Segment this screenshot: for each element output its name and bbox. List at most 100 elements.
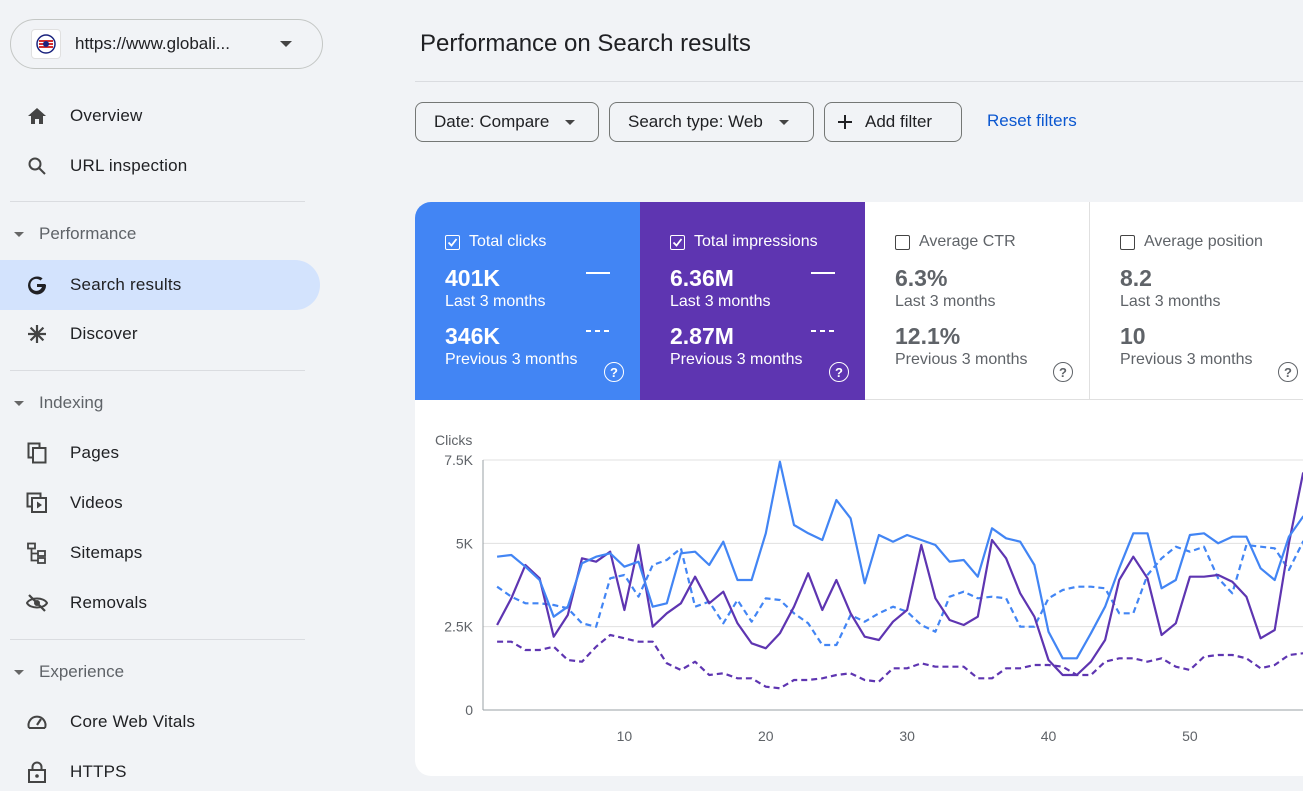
y-tick-label: 5K [456,535,474,551]
metric-label: Total clicks [469,233,547,250]
metric-current-period: Last 3 months [670,293,771,310]
clicks-previous-line [496,540,1303,647]
y-tick-label: 7.5K [444,452,473,468]
section-indexing-label: Indexing [39,393,104,412]
metric-previous-value: 346K [445,323,500,349]
metric-average-position[interactable]: Average position 8.2 Last 3 months 10 Pr… [1090,202,1303,400]
divider [415,81,1303,82]
caret-down-icon [14,231,24,237]
dashed-line-legend-icon [586,330,610,332]
date-filter-chip[interactable]: Date: Compare [415,102,599,142]
property-selector[interactable]: https://www.globali... [10,19,323,69]
impressions-current-line [496,472,1303,677]
dashed-line-legend-icon [811,330,835,332]
nav-pages-label: Pages [70,443,120,462]
sitemap-icon [25,541,49,565]
metric-label: Average position [1144,233,1263,250]
gauge-icon [25,710,49,734]
property-url: https://www.globali... [75,34,230,53]
pages-icon [25,441,49,465]
dropdown-arrow-icon [565,119,576,125]
eye-off-icon [25,591,49,615]
caret-down-icon [14,400,24,406]
nav-pages[interactable]: Pages [0,428,320,478]
checkbox-checked-icon[interactable] [670,234,685,250]
page-title: Performance on Search results [420,30,751,57]
nav-sitemaps[interactable]: Sitemaps [0,528,320,578]
y-tick-label: 2.5K [444,619,473,635]
metric-current-period: Last 3 months [895,293,996,310]
divider [10,201,305,202]
search-icon [25,154,49,178]
date-filter-label: Date: Compare [434,112,550,131]
divider [10,370,305,371]
impressions-previous-line [497,633,1303,690]
nav-search-results[interactable]: Search results [0,260,320,310]
asterisk-icon [25,322,49,346]
nav-https[interactable]: HTTPS [0,747,320,791]
metric-previous-value: 12.1% [895,323,961,349]
x-tick-label: 30 [899,728,915,744]
metric-current-value: 8.2 [1120,265,1152,291]
metric-current-period: Last 3 months [445,293,546,310]
checkbox-unchecked-icon[interactable] [895,234,910,250]
metric-previous-period: Previous 3 months [1120,351,1253,368]
home-icon [25,104,49,128]
nav-discover[interactable]: Discover [0,309,320,359]
help-icon[interactable]: ? [604,362,624,382]
nav-videos[interactable]: Videos [0,478,320,528]
metric-total-impressions[interactable]: Total impressions 6.36M Last 3 months 2.… [640,202,865,400]
nav-core-web-vitals-label: Core Web Vitals [70,712,196,731]
video-icon [25,491,49,515]
metric-previous-value: 10 [1120,323,1146,349]
dropdown-arrow-icon [778,119,789,125]
nav-overview[interactable]: Overview [0,91,320,141]
section-performance[interactable]: Performance [14,219,136,249]
metric-current-period: Last 3 months [1120,293,1221,310]
metric-previous-period: Previous 3 months [895,351,1028,368]
google-g-icon [25,273,49,297]
metric-label: Total impressions [694,233,818,250]
nav-removals[interactable]: Removals [0,578,320,628]
metric-previous-value: 2.87M [670,323,734,349]
search-type-chip[interactable]: Search type: Web [609,102,814,142]
nav-url-inspection-label: URL inspection [70,156,188,175]
section-experience[interactable]: Experience [14,657,124,687]
reset-filters-link[interactable]: Reset filters [987,111,1077,130]
site-favicon-icon [31,29,61,59]
x-tick-label: 50 [1182,728,1198,744]
metric-total-clicks[interactable]: Total clicks 401K Last 3 months 346K Pre… [415,202,640,400]
nav-videos-label: Videos [70,493,123,512]
nav-url-inspection[interactable]: URL inspection [0,141,320,191]
plus-icon [837,114,853,130]
nav-sitemaps-label: Sitemaps [70,543,143,562]
help-icon[interactable]: ? [1053,362,1073,382]
add-filter-button[interactable]: Add filter [824,102,962,142]
nav-discover-label: Discover [70,324,138,343]
checkbox-unchecked-icon[interactable] [1120,234,1135,250]
nav-overview-label: Overview [70,106,143,125]
lock-icon [25,760,49,784]
section-experience-label: Experience [39,662,125,681]
help-icon[interactable]: ? [1278,362,1298,382]
x-tick-label: 40 [1041,728,1057,744]
solid-line-legend-icon [811,272,835,274]
add-filter-label: Add filter [865,112,933,131]
section-indexing[interactable]: Indexing [14,388,103,418]
metric-average-ctr[interactable]: Average CTR 6.3% Last 3 months 12.1% Pre… [865,202,1090,400]
nav-core-web-vitals[interactable]: Core Web Vitals [0,697,320,747]
chevron-down-icon [280,41,292,47]
help-icon[interactable]: ? [829,362,849,382]
clicks-current-line [496,460,1303,660]
y-axis-label: Clicks [435,432,472,448]
y-tick-label: 0 [465,702,473,718]
metric-current-value: 6.3% [895,265,948,291]
sidebar: https://www.globali... Overview URL insp… [0,0,330,791]
x-tick-label: 10 [617,728,633,744]
x-tick-label: 20 [758,728,774,744]
caret-down-icon [14,669,24,675]
performance-chart: Clicks 7.5K 5K 2.5K 0 10 20 30 40 50 [435,432,1303,744]
metric-current-value: 401K [445,265,500,291]
metric-previous-period: Previous 3 months [670,351,803,368]
checkbox-checked-icon[interactable] [445,234,460,250]
